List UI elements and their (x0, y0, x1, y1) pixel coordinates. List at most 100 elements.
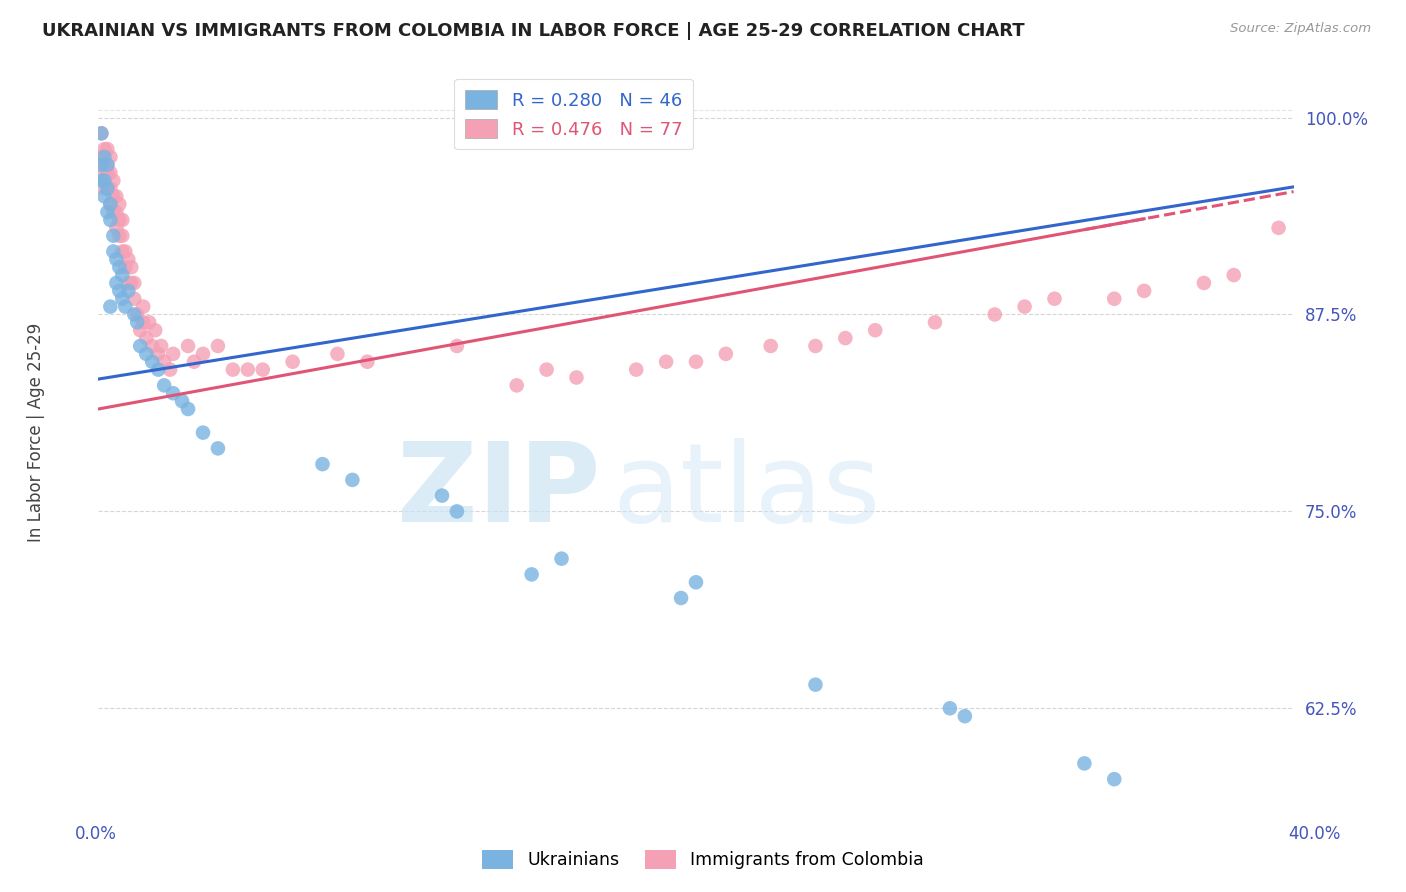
Point (177, 339, 200, 353)
Point (103, 205, 125, 219)
Point (804, 339, 827, 353)
Point (129, 339, 152, 353)
Point (111, 244, 134, 259)
Point (159, 362, 181, 376)
Point (759, 339, 782, 353)
Point (98, 213, 122, 227)
Point (183, 355, 205, 369)
Point (105, 189, 128, 203)
Point (135, 347, 157, 361)
Point (148, 347, 170, 361)
Point (117, 252, 139, 267)
Point (96, 205, 118, 219)
Point (804, 678, 827, 692)
Point (93, 150, 115, 164)
Point (1133, 284, 1156, 298)
Point (108, 260, 131, 275)
Point (98, 181, 122, 195)
Point (536, 362, 558, 376)
Point (124, 308, 146, 322)
Point (138, 315, 160, 329)
Point (714, 347, 737, 361)
Point (252, 362, 274, 376)
Point (281, 355, 304, 369)
Point (124, 276, 146, 290)
Point (93, 173, 115, 187)
Point (105, 205, 128, 219)
Point (191, 425, 214, 440)
Point (114, 300, 136, 314)
Point (1014, 300, 1036, 314)
Point (93, 158, 115, 172)
Point (565, 370, 588, 384)
Point (90, 158, 112, 172)
Point (111, 268, 134, 282)
Point (96, 166, 118, 180)
Point (124, 292, 146, 306)
Y-axis label: In Labor Force | Age 25-29: In Labor Force | Age 25-29 (27, 323, 45, 542)
Point (108, 228, 131, 243)
Point (430, 489, 453, 503)
Point (120, 260, 142, 275)
Point (141, 339, 163, 353)
Point (96, 158, 118, 172)
Point (103, 244, 125, 259)
Point (865, 323, 887, 337)
Point (446, 339, 468, 353)
Point (141, 355, 163, 369)
Point (153, 378, 176, 392)
Text: atlas: atlas (613, 438, 880, 545)
Point (127, 308, 149, 322)
Text: ZIP: ZIP (396, 438, 600, 545)
Point (90, 126, 112, 140)
Point (222, 362, 245, 376)
Point (93, 142, 115, 156)
Point (207, 339, 229, 353)
Point (127, 315, 149, 329)
Point (446, 504, 468, 518)
Legend: Ukrainians, Immigrants from Colombia: Ukrainians, Immigrants from Colombia (475, 843, 931, 876)
Point (953, 709, 976, 723)
Point (98, 300, 122, 314)
Point (114, 244, 136, 259)
Point (111, 228, 134, 243)
Point (108, 284, 131, 298)
Text: UKRAINIAN VS IMMIGRANTS FROM COLOMBIA IN LABOR FORCE | AGE 25-29 CORRELATION CHA: UKRAINIAN VS IMMIGRANTS FROM COLOMBIA IN… (42, 22, 1025, 40)
Point (96, 158, 118, 172)
Point (834, 331, 856, 345)
Point (96, 181, 118, 195)
Point (236, 362, 259, 376)
Point (939, 701, 962, 715)
Point (326, 347, 349, 361)
Point (177, 402, 200, 417)
Point (90, 166, 112, 180)
Point (90, 150, 112, 164)
Point (108, 213, 131, 227)
Point (98, 197, 122, 211)
Point (103, 228, 125, 243)
Point (114, 260, 136, 275)
Point (311, 457, 333, 471)
Text: Source: ZipAtlas.com: Source: ZipAtlas.com (1230, 22, 1371, 36)
Point (93, 173, 115, 187)
Point (685, 355, 707, 369)
Point (93, 181, 115, 195)
Point (172, 394, 194, 409)
Point (153, 355, 176, 369)
Point (669, 591, 692, 605)
Point (506, 378, 529, 392)
Text: 0.0%: 0.0% (75, 825, 117, 843)
Point (103, 189, 125, 203)
Point (96, 181, 118, 195)
Point (143, 323, 166, 337)
Point (90, 126, 112, 140)
Point (111, 213, 134, 227)
Point (93, 189, 115, 203)
Point (655, 355, 678, 369)
Point (90, 173, 112, 187)
Point (207, 442, 229, 456)
Point (685, 575, 707, 590)
Point (162, 386, 184, 401)
Point (108, 197, 131, 211)
Point (550, 551, 572, 566)
